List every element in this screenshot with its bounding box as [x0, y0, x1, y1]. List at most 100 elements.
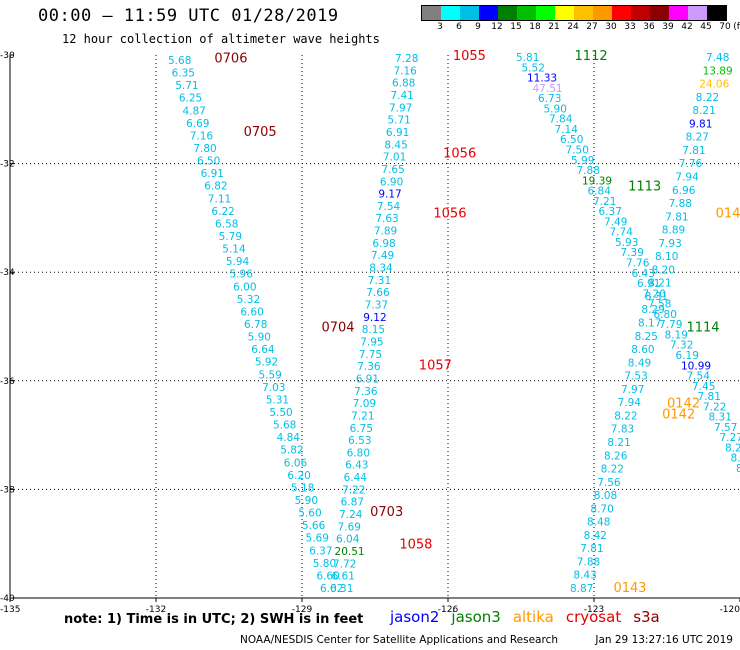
wave-height-label: 6.06 — [284, 457, 308, 469]
color-scale-swatch — [536, 6, 555, 20]
color-scale-swatch — [460, 6, 479, 20]
wave-height-label: 7.37 — [365, 300, 388, 312]
wave-height-label: 5.99 — [571, 155, 594, 167]
color-scale-label: 21 — [548, 22, 560, 32]
color-scale-label: 70 — [719, 22, 731, 32]
wave-height-label: 7.72 — [333, 558, 356, 570]
wave-height-label: 5.31 — [266, 394, 289, 406]
wave-height-label: 7.14 — [555, 124, 579, 136]
color-scale-swatch — [555, 6, 574, 20]
wave-height-label: 7.39 — [621, 247, 644, 259]
wave-height-label: 8.21 — [692, 105, 715, 117]
wave-height-label: 8.21 — [607, 437, 630, 449]
footer-center-name: NOAA/NESDIS Center for Satellite Applica… — [240, 634, 558, 646]
wave-height-label: 8.26 — [725, 442, 740, 454]
wave-height-label: 6.80 — [654, 309, 677, 321]
color-scale-label: (ft) — [733, 22, 740, 32]
longitude-tick-label: -129 — [292, 605, 313, 615]
wave-height-label: 8.26 — [604, 450, 628, 462]
wave-height-label: 8.22 — [614, 410, 637, 422]
wave-height-label: 7.94 — [618, 397, 642, 409]
wave-height-label: 6.04 — [336, 534, 360, 546]
latitude-tick-label: -32 — [0, 160, 15, 170]
wave-height-label: 20.51 — [335, 546, 365, 558]
wave-height-label: 6.88 — [392, 78, 415, 90]
footer: NOAA/NESDIS Center for Satellite Applica… — [240, 634, 733, 646]
color-scale-label: 42 — [681, 22, 693, 32]
pass-time-label: 1055 — [453, 49, 486, 64]
wave-height-label: 5.90 — [248, 332, 271, 344]
wave-height-label: 7.54 — [687, 371, 711, 383]
wave-height-label: 8.19 — [665, 329, 688, 341]
wave-height-label: 5.59 — [258, 369, 281, 381]
wave-height-label: 4.84 — [277, 432, 301, 444]
wave-height-label: 6.58 — [215, 218, 238, 230]
wave-height-label: 6.43 — [632, 268, 655, 280]
wave-height-label: 8.1 — [731, 453, 740, 465]
wave-height-label: 8.45 — [384, 139, 407, 151]
wave-height-label: 7.69 — [338, 521, 361, 533]
wave-height-label: 7.89 — [374, 226, 397, 238]
wave-height-label: 7.36 — [354, 386, 378, 398]
longitude-tick-label: -126 — [438, 605, 459, 615]
wave-height-label: 24.06 — [699, 79, 729, 91]
wave-height-label: 6.00 — [233, 281, 256, 293]
wave-height-label: 8.08 — [594, 490, 617, 502]
wave-height-label: 7.32 — [670, 340, 693, 352]
color-scale-swatch — [593, 6, 612, 20]
wave-height-label: 7.22 — [703, 401, 726, 413]
wave-height-label: 5.96 — [230, 269, 254, 281]
wave-height-label: 6.82 — [204, 181, 227, 193]
wave-height-label: 5.18 — [291, 482, 314, 494]
wave-height-label: 6.31 — [330, 583, 353, 595]
wave-height-label: 5.68 — [168, 55, 191, 67]
wave-height-label: 5.68 — [273, 420, 296, 432]
satellite-legend-item: jason2 — [390, 608, 440, 626]
wave-height-label: 8.43 — [573, 570, 596, 582]
wave-height-label: 7.09 — [353, 398, 376, 410]
wave-height-label: 7.53 — [624, 371, 647, 383]
wave-height-label: 5.90 — [544, 103, 567, 115]
color-scale-label: 12 — [491, 22, 503, 32]
wave-height-label: 7.75 — [359, 349, 382, 361]
footnote: note: 1) Time is in UTC; 2) SWH is in fe… — [64, 612, 364, 627]
pass-time-label: 1112 — [575, 49, 608, 64]
color-scale-label: 39 — [662, 22, 674, 32]
wave-height-label: 7.97 — [389, 102, 412, 114]
wave-height-label: 6.37 — [599, 206, 622, 218]
color-scale-label: 45 — [700, 22, 712, 32]
color-scale-swatch — [688, 6, 707, 20]
wave-height-label: 7.54 — [377, 201, 401, 213]
wave-height-label: 8.49 — [628, 357, 651, 369]
pass-time-label: 0706 — [214, 52, 247, 67]
color-scale-label: 30 — [605, 22, 617, 32]
color-scale-swatch — [574, 6, 593, 20]
wave-height-label: 7.21 — [351, 410, 374, 422]
wave-height-label: 7.01 — [383, 152, 406, 164]
wave-height-label: 8.31 — [645, 291, 668, 303]
wave-height-label: 7.93 — [658, 238, 681, 250]
satellite-legend-item: jason3 — [451, 608, 501, 626]
wave-height-label: 7.58 — [648, 299, 671, 311]
wave-height-label: 6.43 — [345, 460, 368, 472]
wave-height-label: 6.91 — [386, 127, 409, 139]
wave-height-label: 7.83 — [611, 424, 634, 436]
color-scale-label: 9 — [475, 22, 481, 32]
latitude-tick-label: -38 — [0, 485, 15, 495]
wave-height-label: 5.14 — [222, 244, 246, 256]
wave-height-label: 7.94 — [675, 171, 699, 183]
wave-height-label: 7.03 — [262, 382, 285, 394]
wave-height-label: 7.76 — [679, 158, 703, 170]
wave-height-label: 6.98 — [372, 238, 395, 250]
pass-time-label: 0704 — [321, 321, 354, 336]
wave-height-label: 6.02 — [320, 583, 343, 595]
wave-height-label: 7.63 — [375, 213, 398, 225]
wave-height-label: 6.25 — [179, 93, 202, 105]
wave-height-label: 19.39 — [582, 175, 612, 187]
color-scale-label: 24 — [567, 22, 579, 32]
pass-time-label: 1058 — [399, 538, 432, 553]
wave-height-label: 5.66 — [302, 520, 326, 532]
wave-height-label: 5.71 — [175, 80, 198, 92]
